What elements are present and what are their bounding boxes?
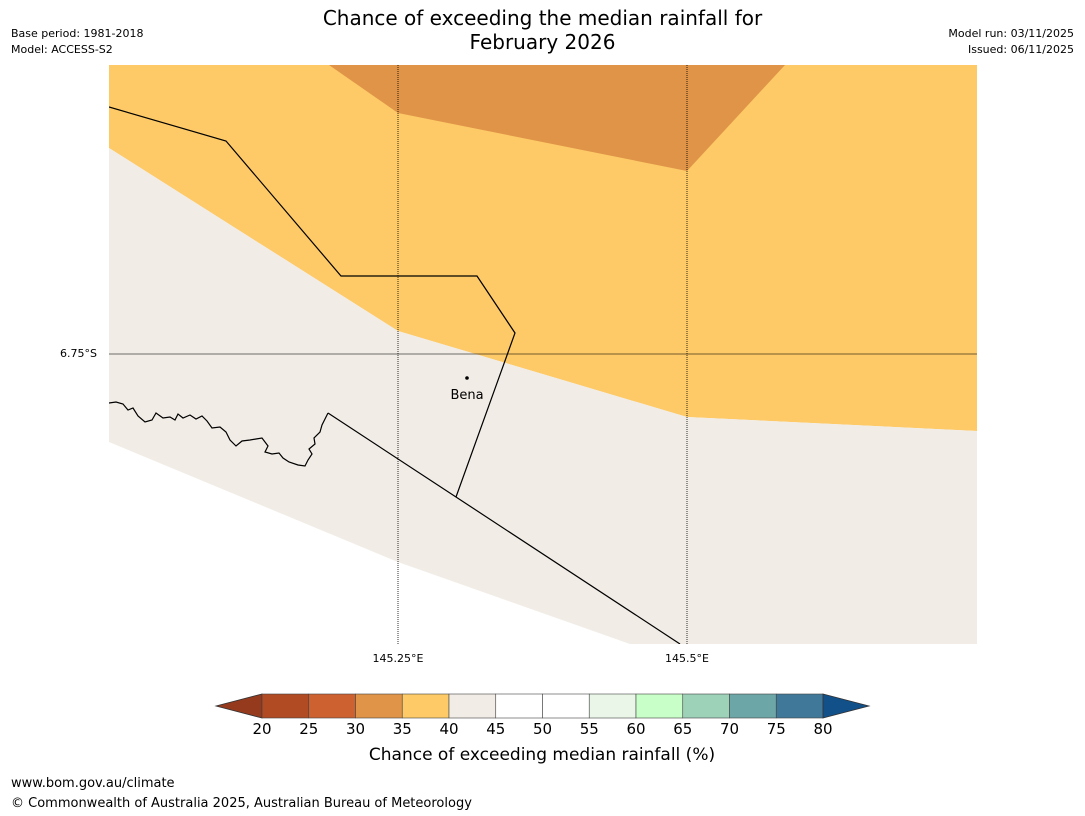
colorbar-label-65: 65 bbox=[673, 720, 693, 738]
model-run-date: Model run: 03/11/2025 bbox=[948, 27, 1074, 40]
colorbar-bin-45-50 bbox=[495, 693, 543, 719]
lon-label-145-25e: 145.25°E bbox=[372, 652, 424, 665]
province-boundary-south bbox=[327, 412, 681, 644]
title-line-1: Chance of exceeding the median rainfall … bbox=[322, 6, 763, 30]
coastline bbox=[109, 401, 329, 467]
colorbar-bin-25-30 bbox=[308, 693, 356, 719]
issued-date: Issued: 06/11/2025 bbox=[967, 43, 1074, 56]
colorbar-label-75: 75 bbox=[766, 720, 786, 738]
model-name: Model: ACCESS-S2 bbox=[11, 43, 113, 56]
colorbar-bin-70-75 bbox=[729, 693, 777, 719]
colorbar-label-80: 80 bbox=[813, 720, 833, 738]
base-period: Base period: 1981-2018 bbox=[11, 27, 144, 40]
lon-label-145-5e: 145.5°E bbox=[665, 652, 709, 665]
colorbar-extend-low bbox=[214, 693, 263, 719]
footer-url: www.bom.gov.au/climate bbox=[11, 776, 175, 791]
chart-title: Chance of exceeding the median rainfall … bbox=[0, 6, 1085, 54]
colorbar-label-35: 35 bbox=[392, 720, 412, 738]
colorbar-label-30: 30 bbox=[345, 720, 366, 738]
colorbar-label-60: 60 bbox=[626, 720, 646, 738]
footer-copyright: © Commonwealth of Australia 2025, Austra… bbox=[11, 796, 472, 811]
meta-right: Model run: 03/11/2025 Issued: 06/11/2025 bbox=[948, 26, 1074, 58]
region-40-45 bbox=[109, 148, 977, 644]
colorbar-bin-35-40 bbox=[401, 693, 450, 719]
place-label-bena: Bena bbox=[450, 388, 484, 403]
province-boundary-north bbox=[109, 106, 516, 498]
colorbar-label-25: 25 bbox=[299, 720, 319, 738]
colorbar-label-70: 70 bbox=[719, 720, 740, 738]
colorbar-bin-55-60 bbox=[588, 693, 637, 719]
colorbar-label-45: 45 bbox=[486, 720, 506, 738]
colorbar-bin-65-70 bbox=[682, 693, 730, 719]
colorbar-label-20: 20 bbox=[252, 720, 272, 738]
title-line-2: February 2026 bbox=[469, 30, 616, 54]
meta-left: Base period: 1981-2018 Model: ACCESS-S2 bbox=[11, 26, 143, 58]
colorbar-bin-30-35 bbox=[355, 693, 403, 719]
colorbar-bin-50-55 bbox=[542, 693, 590, 719]
colorbar-label-40: 40 bbox=[439, 720, 459, 738]
place-marker-bena bbox=[465, 376, 469, 380]
colorbar-label-55: 55 bbox=[579, 720, 599, 738]
colorbar-label-50: 50 bbox=[532, 720, 553, 738]
colorbar bbox=[214, 693, 871, 719]
colorbar-bin-60-65 bbox=[635, 693, 684, 719]
colorbar-bin-75-80 bbox=[775, 693, 824, 719]
lat-label-6-75s: 6.75°S bbox=[60, 347, 97, 360]
colorbar-bin-40-45 bbox=[448, 693, 497, 719]
region-35-40 bbox=[109, 65, 977, 431]
region-30-35 bbox=[329, 65, 785, 171]
colorbar-extend-high bbox=[822, 693, 871, 719]
colorbar-bin-20-25 bbox=[261, 693, 310, 719]
colorbar-title: Chance of exceeding median rainfall (%) bbox=[368, 745, 716, 765]
